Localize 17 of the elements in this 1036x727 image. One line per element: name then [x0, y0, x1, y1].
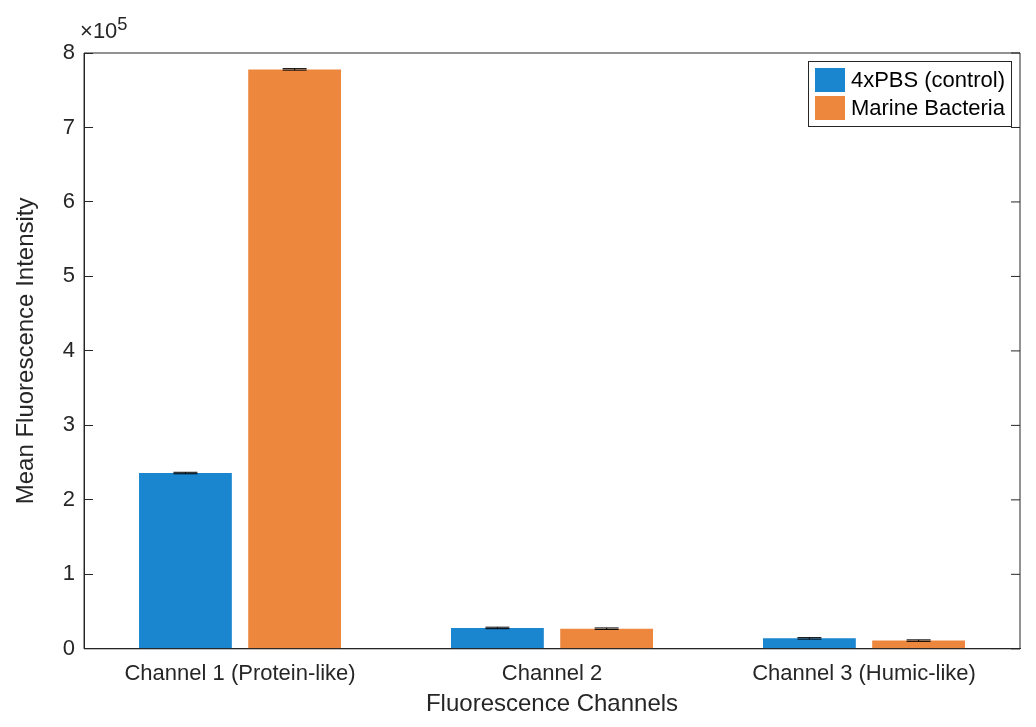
y-tick-label: 1	[62, 560, 76, 586]
y-tick-label: 7	[62, 113, 76, 139]
x-tick-label: Channel 2	[501, 660, 603, 686]
legend-label: Marine Bacteria	[850, 94, 1005, 122]
y-tick-label: 4	[62, 336, 76, 362]
y-axis-title: Mean Fluorescence Intensity	[11, 197, 39, 505]
y-tick-label: 6	[62, 188, 76, 214]
legend-label: 4xPBS (control)	[850, 66, 1005, 94]
x-tick-label: Channel 3 (Humic-like)	[752, 660, 976, 686]
x-axis-title: Fluorescence Channels	[425, 689, 679, 717]
y-tick-label: 3	[62, 411, 76, 437]
x-tick-label: Channel 1 (Protein-like)	[124, 660, 356, 686]
y-tick-label: 5	[62, 262, 76, 288]
text: ×10$^{5}$	[80, 13, 128, 45]
y-tick-label: 8	[62, 39, 76, 65]
y-tick-label: 2	[62, 485, 76, 511]
y-tick-label: 0	[62, 634, 76, 660]
